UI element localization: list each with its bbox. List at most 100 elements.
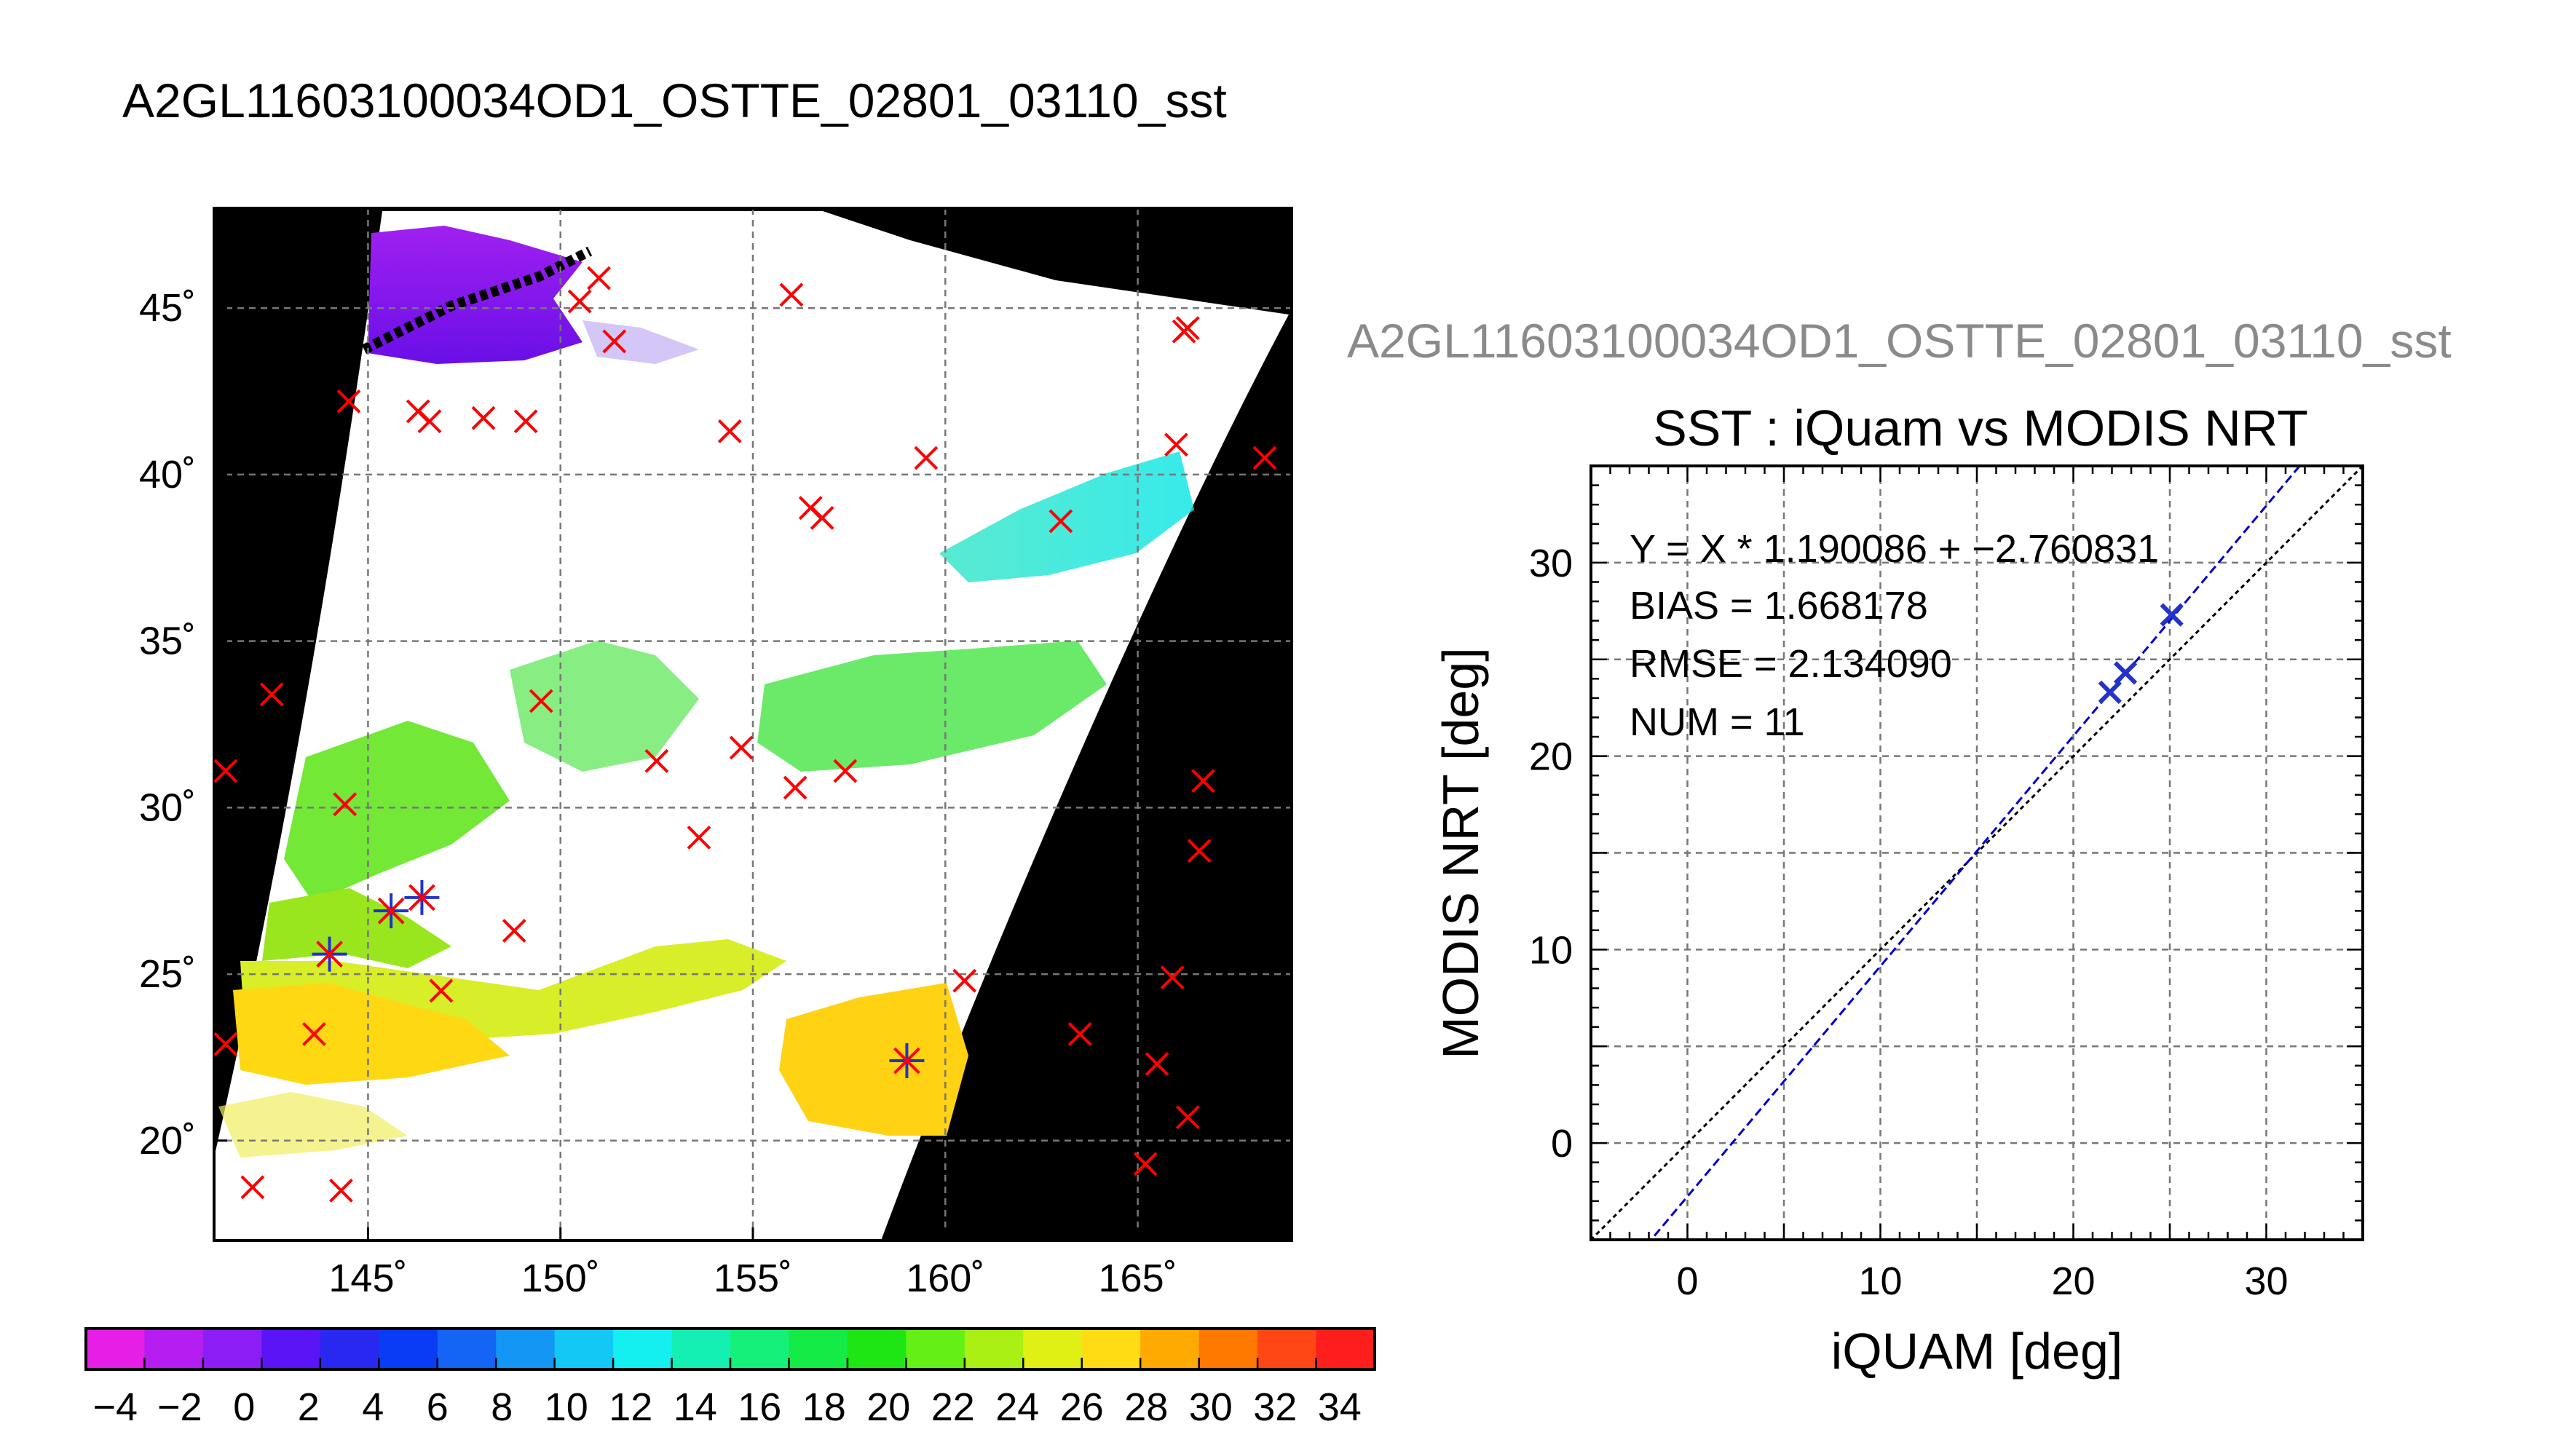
colorbar-cell [496,1329,556,1369]
colorbar-cell [437,1329,497,1369]
colorbar-tick-label: 18 [802,1385,846,1429]
sst-field-yellow-west [233,983,510,1085]
sst-field-yellow-east [779,983,968,1136]
scatter-plot: SST : iQuam vs MODIS NRT 0 10 20 300102030 … [1432,400,2364,1380]
sst-field-lime [262,888,451,968]
map-tick-label-x: 150˚ [521,1257,600,1300]
map-matchup-marker [1252,446,1277,470]
map-collocated-marker [889,1042,925,1078]
colorbar-cell [1316,1329,1375,1369]
map-matchup-marker [302,1021,326,1046]
map-tick-label-y: 20˚ [139,1119,196,1163]
colorbar-cell [964,1329,1024,1369]
map-tick-label-y: 45˚ [139,286,196,330]
colorbar-tick-label: 8 [491,1385,513,1429]
map-matchup-marker [259,682,284,707]
scatter-point [2098,680,2122,705]
sst-field-green-west [284,721,510,903]
colorbar-cells [86,1329,1375,1369]
map-matchup-marker [1145,1052,1169,1076]
sst-field-violet-light [583,320,699,364]
scatter-points [2098,603,2184,705]
map-matchup-marker [952,968,977,993]
colorbar-tick-label: 22 [931,1385,975,1429]
scatter-tick-label-y: 20 [1529,735,1573,779]
scatter-tick-label-x: 20 [2051,1259,2095,1303]
colorbar-cell [554,1329,614,1369]
map-matchup-marker [1175,316,1200,341]
map-matchup-marker [1049,509,1073,534]
map-matchup-marker [1067,1021,1092,1046]
map-matchup-marker [1191,769,1215,794]
annotation-fit: Y = X * 1.190086 + −2.760831 [1630,527,2159,571]
map-ticks: 145˚ 150˚ 155˚ 160˚ 165˚ 20˚ 25˚ 30˚ 35˚ 40˚ 45˚ [139,286,1177,1300]
map-matchup-marker [1133,1152,1158,1176]
map-matchup-marker [783,775,807,800]
scatter-ticks: 0 10 20 30 0 10 20 30 [1529,464,2364,1303]
map-matchup-marker [329,1178,353,1203]
scatter-tick-label-y: 10 [1529,928,1573,972]
map-matchup-marker [502,919,526,943]
map-matchup-marker [810,505,834,530]
colorbar-tick-label: 10 [545,1385,588,1429]
sst-field-green-mid [510,641,699,772]
colorbar-cell [1198,1329,1258,1369]
map-tick-label-y: 25˚ [139,952,196,996]
annotation-bias: BIAS = 1.668178 [1630,584,1928,628]
annotation-rmse: RMSE = 2.134090 [1630,642,1952,686]
colorbar-tick-label: 4 [362,1385,384,1429]
scatter-tick-label-x: 0 [1676,1259,1698,1303]
colorbar-cell [1140,1329,1200,1369]
scatter-point [2113,661,2138,685]
page-title: A2GL11603100034OD1_OSTTE_02801_03110_sst [122,74,1227,127]
map-matchup-marker [417,409,442,434]
map-tick-label-y: 40˚ [139,453,196,496]
map-tick-label-x: 165˚ [1099,1257,1177,1300]
scatter-tick-label-y: 0 [1551,1122,1573,1166]
map-tick-label-y: 35˚ [139,620,196,663]
map-matchup-marker [567,289,592,314]
colorbar-tick-label: 34 [1318,1385,1362,1429]
map-collocated-marker [312,936,347,972]
colorbar-tick-label: 0 [233,1385,255,1429]
map-matchup-marker [1187,839,1212,863]
scatter-tick-label-x: 10 [1858,1259,1902,1303]
sst-map: 145˚ 150˚ 155˚ 160˚ 165˚ 20˚ 25˚ 30˚ 35˚ 40˚ 45˚ [139,207,1293,1300]
map-matchup-marker [213,1032,238,1056]
colorbar-cell [1023,1329,1083,1369]
colorbar-tick-label: 26 [1060,1385,1104,1429]
annotation-num: NUM = 11 [1630,700,1805,744]
map-matchup-marker [587,266,611,290]
colorbar-cell [261,1329,321,1369]
scatter-title: SST : iQuam vs MODIS NRT [1653,400,2308,456]
colorbar-cell [730,1329,790,1369]
map-matchup-marker [602,329,627,354]
colorbar-tick-label: 30 [1189,1385,1233,1429]
colorbar-ticks: −4 −2 0 2 4 6 8 10 12 14 16 18 20 22 24 26 28 30 32 34 [92,1358,1362,1429]
scatter-xlabel: iQUAM [deg] [1831,1323,2123,1380]
map-matchup-marker [914,446,939,470]
map-matchup-marker [529,689,553,713]
colorbar-cell [1257,1329,1317,1369]
colorbar-tick-label: −2 [157,1385,202,1429]
map-tick-label-x: 155˚ [714,1257,792,1300]
colorbar-cell [144,1329,204,1369]
map-collocated-marker [404,879,440,915]
map-matchup-marker [471,405,496,430]
colorbar-cell [789,1329,848,1369]
colorbar-cell [671,1329,731,1369]
map-matchup-marker [717,419,742,443]
coastline-fragment [361,246,593,355]
scatter-tick-label-x: 30 [2244,1259,2288,1303]
colorbar-tick-label: 28 [1124,1385,1168,1429]
map-matchup-marker [333,792,358,817]
colorbar-tick-label: 20 [866,1385,910,1429]
map-marks [213,266,1277,1203]
colorbar-tick-label: 14 [674,1385,717,1429]
map-matchup-marker [833,759,858,783]
sst-field-green-east [757,641,1107,772]
colorbar-tick-label: 2 [298,1385,320,1429]
map-matchup-marker [729,735,754,760]
map-tick-label-y: 30˚ [139,786,196,829]
